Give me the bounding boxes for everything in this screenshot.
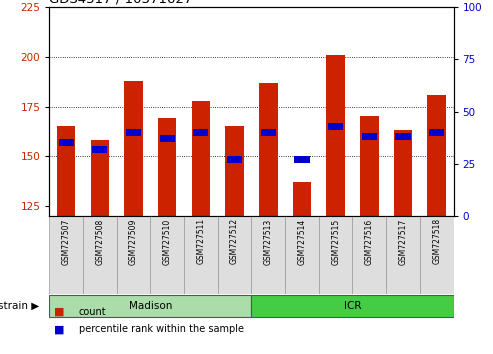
Text: Madison: Madison [129, 301, 172, 311]
Bar [184, 216, 218, 294]
Bar [420, 216, 454, 294]
Text: GSM727512: GSM727512 [230, 218, 239, 264]
Bar [57, 126, 75, 216]
Bar [319, 216, 352, 294]
Bar [259, 83, 278, 216]
Bar [362, 133, 377, 140]
Text: GSM727513: GSM727513 [264, 218, 273, 264]
Text: GSM727515: GSM727515 [331, 218, 340, 264]
Bar [429, 129, 444, 136]
Bar [218, 216, 251, 294]
Bar [49, 295, 251, 318]
Bar [126, 129, 141, 136]
Bar [117, 216, 150, 294]
Text: GSM727510: GSM727510 [163, 218, 172, 264]
Bar [192, 101, 210, 216]
Bar [285, 216, 319, 294]
Text: GDS4517 / 10371627: GDS4517 / 10371627 [49, 0, 193, 6]
Bar [251, 216, 285, 294]
Bar [360, 116, 379, 216]
Bar [193, 129, 209, 136]
Bar [293, 182, 311, 216]
Bar [83, 216, 117, 294]
Text: ICR: ICR [344, 301, 361, 311]
Bar [225, 126, 244, 216]
Bar [328, 122, 343, 130]
Bar [92, 145, 107, 153]
Bar [394, 130, 412, 216]
Bar [91, 140, 109, 216]
Bar [294, 156, 310, 163]
Bar [261, 129, 276, 136]
Bar [395, 133, 411, 140]
Text: ■: ■ [54, 324, 65, 334]
Text: GSM727509: GSM727509 [129, 218, 138, 265]
Text: percentile rank within the sample: percentile rank within the sample [79, 324, 244, 334]
Bar [150, 216, 184, 294]
Text: GSM727514: GSM727514 [297, 218, 307, 264]
Text: GSM727518: GSM727518 [432, 218, 441, 264]
Bar [160, 135, 175, 142]
Text: GSM727517: GSM727517 [398, 218, 408, 264]
Text: count: count [79, 307, 106, 316]
Bar [427, 95, 446, 216]
Bar [59, 139, 74, 146]
Bar [49, 216, 83, 294]
Text: GSM727516: GSM727516 [365, 218, 374, 264]
Bar [124, 81, 143, 216]
Text: GSM727507: GSM727507 [62, 218, 70, 265]
Text: strain ▶: strain ▶ [0, 301, 39, 311]
Bar [227, 156, 242, 163]
Bar [386, 216, 420, 294]
Text: GSM727508: GSM727508 [95, 218, 105, 264]
Bar [326, 55, 345, 216]
Bar [352, 216, 386, 294]
Text: GSM727511: GSM727511 [196, 218, 206, 264]
Text: ■: ■ [54, 307, 65, 316]
Bar [158, 119, 176, 216]
Bar [251, 295, 454, 318]
